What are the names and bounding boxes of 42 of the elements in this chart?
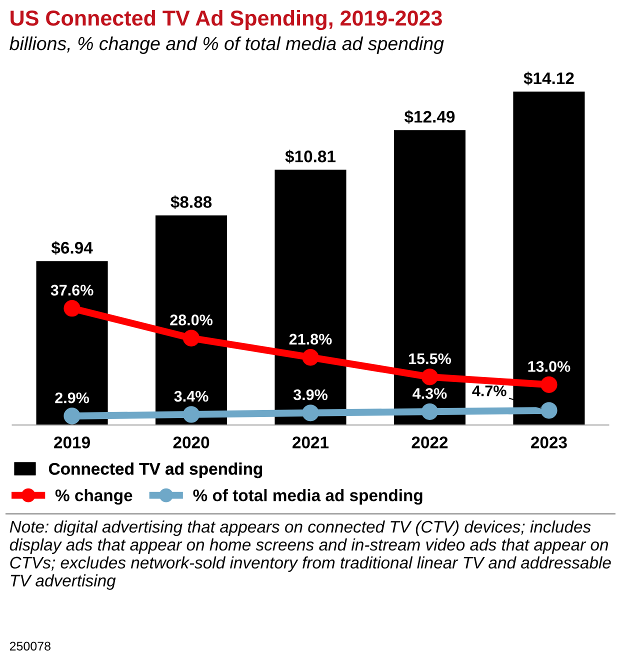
point xyxy=(302,349,319,366)
x-tick-label: 2023 xyxy=(531,436,567,448)
point xyxy=(182,330,200,346)
bar xyxy=(394,130,466,425)
x-tick-label: 2021 xyxy=(292,436,329,448)
legend-label: % change xyxy=(55,489,132,505)
data-label: 13.0% xyxy=(528,361,570,372)
point xyxy=(540,402,558,419)
bar xyxy=(513,92,585,425)
data-label: 15.5% xyxy=(409,353,451,364)
point xyxy=(421,403,438,420)
bar xyxy=(36,261,108,425)
data-label: $12.49 xyxy=(404,110,455,124)
text: 250078 xyxy=(10,642,50,651)
data-label: 3.9% xyxy=(293,389,328,400)
point xyxy=(421,368,438,386)
data-label: 4.3% xyxy=(412,388,447,399)
x-tick-label: 2022 xyxy=(412,436,448,448)
data-label: 3.4% xyxy=(174,390,208,402)
x-tick-label: 2019 xyxy=(54,436,90,448)
chart-title: US Connected TV Ad Spending, 2019-2023 xyxy=(10,10,442,30)
data-label: $14.12 xyxy=(524,72,574,86)
point xyxy=(64,300,80,317)
legend-label: % of total media ad spending xyxy=(193,489,422,505)
data-label: $8.88 xyxy=(170,195,212,209)
data-label: 28.0% xyxy=(170,314,213,326)
point xyxy=(540,376,558,393)
bar xyxy=(274,170,346,425)
point xyxy=(302,404,319,422)
data-label: 2.9% xyxy=(55,392,90,404)
data-label: 4.7% xyxy=(472,386,506,396)
data-label: $6.94 xyxy=(51,241,93,255)
legend-label: Connected TV ad spending xyxy=(49,462,262,478)
text: Note: digital advertising that appears on connected TV (CTV) devices; includes display ads that appear on home screens and in-stream video ads that appear on CTVs; excludes network-sold inventory from traditional linear TV and addressable TV advertising xyxy=(10,520,611,590)
x-tick-label: 2020 xyxy=(173,436,210,448)
data-label: $10.81 xyxy=(285,150,336,164)
data-label: 37.6% xyxy=(50,284,94,296)
chart-subtitle: billions, % change and % of total media ad spending xyxy=(10,36,444,54)
point xyxy=(64,408,80,424)
point xyxy=(182,406,200,423)
bar xyxy=(156,215,228,425)
data-label: 21.8% xyxy=(289,334,332,345)
